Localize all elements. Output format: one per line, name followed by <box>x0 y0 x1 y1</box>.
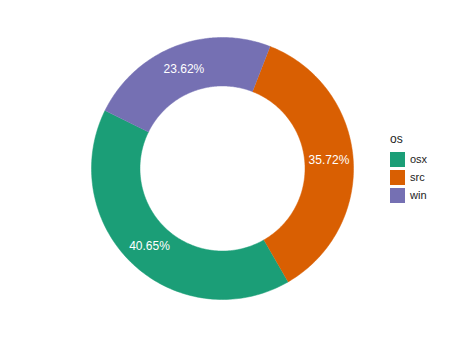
html-text:win: win <box>410 189 427 201</box>
svg-text:23.62%: 23.62% <box>164 62 205 76</box>
html-text:src: src <box>410 171 425 183</box>
html-text:osx: osx <box>410 153 428 165</box>
svg-text:40.65%: 40.65% <box>129 239 170 253</box>
html-text:os: os <box>390 132 403 146</box>
svg-text:35.72%: 35.72% <box>309 153 350 167</box>
